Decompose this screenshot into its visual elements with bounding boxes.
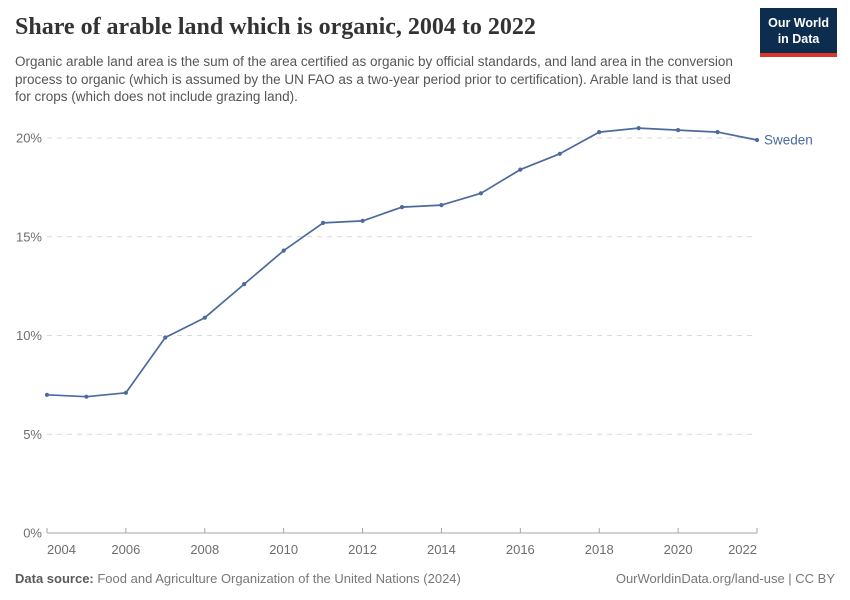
y-axis-label: 10% [16,328,42,343]
data-point[interactable] [242,282,247,287]
chart-subtitle: Organic arable land area is the sum of t… [15,54,733,104]
series-line-sweden[interactable] [46,127,758,398]
data-point[interactable] [715,130,720,135]
owid-logo-line2: in Data [777,32,820,47]
x-axis-label: 2010 [269,542,298,557]
data-source-note: Data source: Food and Agriculture Organi… [15,571,461,586]
data-point[interactable] [360,218,365,223]
x-axis-label: 2006 [111,542,140,557]
data-point[interactable] [321,220,326,225]
data-point[interactable] [478,191,483,196]
owid-logo[interactable]: Our World in Data [760,8,837,57]
data-point[interactable] [202,315,207,320]
data-point[interactable] [518,167,523,172]
owid-logo-line1: Our World [768,16,829,30]
y-axis-label: 20% [16,131,42,146]
data-point[interactable] [754,137,760,143]
x-axis-label: 2012 [348,542,377,557]
credit-link[interactable]: OurWorldinData.org/land-use | CC BY [615,571,835,586]
data-point[interactable] [399,205,405,210]
x-axis-label: 2014 [427,542,456,557]
y-axis-label: 15% [16,229,42,244]
data-point[interactable] [557,151,562,156]
data-source-label: Data source: [15,571,94,586]
y-axis-label: 5% [23,427,42,442]
series-label-sweden[interactable]: Sweden [764,133,813,148]
data-point[interactable] [123,390,128,395]
y-axis-label: 0% [23,526,42,541]
x-axis-label: 2020 [664,542,693,557]
chart-footer: Data source: Food and Agriculture Organi… [15,571,835,586]
data-point[interactable] [44,392,50,397]
data-point[interactable] [163,335,168,340]
x-axis-label: 2018 [585,542,614,557]
data-source-text: Food and Agriculture Organization of the… [93,571,461,586]
data-point[interactable] [676,128,681,133]
data-point[interactable] [439,203,444,208]
data-point[interactable] [597,130,602,135]
x-axis-label: 2004 [47,542,76,557]
data-point[interactable] [281,248,286,253]
x-axis-label: 2022 [728,542,757,557]
x-axis-label: 2008 [190,542,219,557]
data-point[interactable] [636,126,641,131]
chart-title: Share of arable land which is organic, 2… [15,14,536,40]
x-axis-label: 2016 [506,542,535,557]
data-point[interactable] [84,394,89,399]
